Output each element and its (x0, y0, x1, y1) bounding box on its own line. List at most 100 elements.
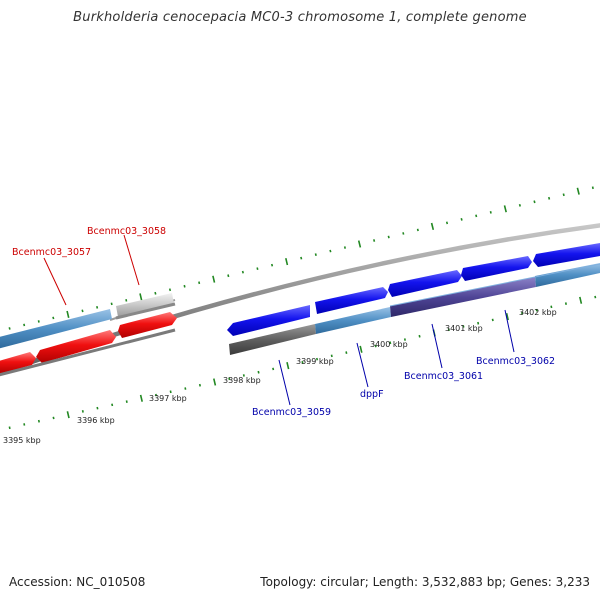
gene-purple-block[interactable] (390, 277, 536, 317)
gene-dark-block[interactable] (229, 324, 316, 355)
inner-scale-minor-tick (550, 305, 553, 309)
outer-scale-minor-tick (81, 309, 84, 313)
inner-scale-minor-tick (564, 302, 567, 305)
gene-label-3058[interactable]: Bcenmc03_3058 (87, 226, 166, 237)
gene-steel-block-left[interactable] (0, 309, 112, 349)
gene-label-dppf[interactable]: dppF (360, 389, 384, 400)
inner-scale-minor-tick (535, 308, 538, 312)
inner-scale-minor-tick (257, 370, 260, 374)
gene-red-arrow-2[interactable] (36, 330, 116, 363)
outer-scale-minor-tick (387, 235, 390, 239)
outer-scale-major-tick (576, 187, 580, 195)
inner-scale-minor-tick (462, 325, 465, 328)
length-label: Length: (372, 575, 419, 589)
inner-scale-minor-tick (23, 423, 26, 426)
gene-blue-arrow-5[interactable] (533, 243, 600, 267)
outer-scale-major-tick (285, 258, 289, 266)
outer-scale-major-tick (212, 275, 216, 283)
outer-scale-minor-tick (52, 316, 55, 320)
map-title: Burkholderia cenocepacia MC0-3 chromosom… (73, 10, 527, 25)
outer-scale-minor-tick (183, 284, 186, 288)
outer-scale-minor-tick (562, 193, 565, 197)
scale-label-3401: 3401 kbp (445, 324, 483, 333)
gene-label-3057[interactable]: Bcenmc03_3057 (12, 247, 91, 258)
gene-blue-arrow-2[interactable] (315, 287, 388, 314)
scale-labels: 3395 kbp 3396 kbp 3397 kbp 3398 kbp 3399… (3, 308, 557, 445)
scale-label-3398: 3398 kbp (223, 376, 261, 385)
inner-scale-minor-tick (374, 344, 377, 348)
inner-scale-major-tick (286, 362, 290, 370)
outer-scale-minor-tick (343, 246, 346, 249)
outer-scale-minor-tick (37, 320, 40, 323)
gene-red-arrow-1[interactable] (0, 352, 36, 374)
gene-blue-arrow-3[interactable] (388, 270, 462, 297)
outer-scale-minor-tick (110, 302, 113, 306)
inner-scale-major-tick (139, 394, 143, 402)
inner-scale-minor-tick (594, 295, 597, 299)
inner-scale-minor-tick (272, 367, 275, 371)
outer-scale-minor-tick (168, 288, 172, 292)
inner-scale-minor-tick (37, 419, 40, 423)
accession-value: NC_010508 (76, 575, 146, 589)
inner-scale-major-tick (66, 411, 70, 419)
inner-scale-minor-tick (447, 328, 450, 332)
outer-scale-minor-tick (227, 274, 230, 278)
inner-scale-major-tick (579, 296, 583, 304)
leader-line-3059 (278, 359, 291, 406)
inner-scale-minor-tick (96, 406, 99, 410)
inner-scale-minor-tick (330, 354, 333, 358)
inner-scale-minor-tick (198, 383, 201, 387)
outer-scale-minor-tick (23, 323, 26, 327)
gene-labels: Bcenmc03_3057 Bcenmc03_3058 Bcenmc03_305… (12, 226, 555, 418)
gene-light-block-shadow (115, 302, 176, 320)
left-track-lower (0, 328, 176, 377)
scale-label-3399: 3399 kbp (296, 357, 334, 366)
leader-line-3062 (504, 309, 515, 353)
inner-scale-minor-tick (345, 351, 348, 354)
gene-red-arrow-3[interactable] (118, 312, 177, 338)
leader-line-3061 (431, 323, 443, 369)
outer-scale (8, 186, 594, 330)
inner-scale-minor-tick (125, 400, 128, 403)
accession-label: Accession: (9, 575, 73, 589)
outer-scale-minor-tick (271, 263, 274, 267)
gene-steel-block-right[interactable] (315, 307, 391, 334)
outer-scale-minor-tick (198, 281, 201, 285)
outer-scale-minor-tick (402, 232, 405, 235)
accession-info: Accession: NC_010508 (9, 575, 145, 589)
inner-scale-minor-tick (477, 321, 480, 325)
leader-line-dppf (356, 342, 369, 388)
outer-scale-minor-tick (125, 299, 128, 302)
inner-scale-minor-tick (301, 361, 304, 364)
genes-value: 3,233 (555, 575, 590, 589)
inner-scale-major-tick (359, 345, 363, 353)
inner-scale-minor-tick (418, 334, 421, 338)
purple-highlight (389, 263, 600, 307)
gene-label-3061[interactable]: Bcenmc03_3061 (404, 371, 483, 382)
outer-scale-major-tick (430, 222, 435, 230)
leader-line-3057 (43, 257, 67, 306)
outer-scale-minor-tick (489, 211, 492, 214)
outer-scale-major-tick (357, 240, 362, 248)
inner-scale-minor-tick (111, 403, 114, 407)
gene-label-3062[interactable]: Bcenmc03_3062 (476, 356, 555, 367)
inner-scale-minor-tick (521, 312, 524, 315)
outer-scale-minor-tick (329, 249, 332, 253)
inner-scale-major-tick (505, 313, 509, 321)
inner-scale-minor-tick (389, 341, 392, 345)
gene-blue-arrow-4[interactable] (461, 256, 532, 281)
inner-scale-minor-tick (228, 377, 231, 381)
gene-label-3059[interactable]: Bcenmc03_3059 (252, 407, 331, 418)
inner-scale-minor-tick (491, 318, 494, 322)
inner-scale-minor-tick (52, 416, 55, 420)
gene-steel-block-far[interactable] (535, 263, 600, 287)
inner-scale-minor-tick (184, 387, 187, 390)
inner-scale-minor-tick (316, 357, 319, 361)
gene-blue-arrow-1[interactable] (227, 305, 310, 336)
outer-scale-minor-tick (475, 214, 478, 218)
outer-scale-major-tick (139, 293, 143, 301)
inner-scale-minor-tick (8, 426, 11, 430)
gene-light-block[interactable] (116, 293, 174, 317)
outer-scale-major-tick (66, 310, 70, 318)
outer-scale-minor-tick (96, 305, 99, 309)
